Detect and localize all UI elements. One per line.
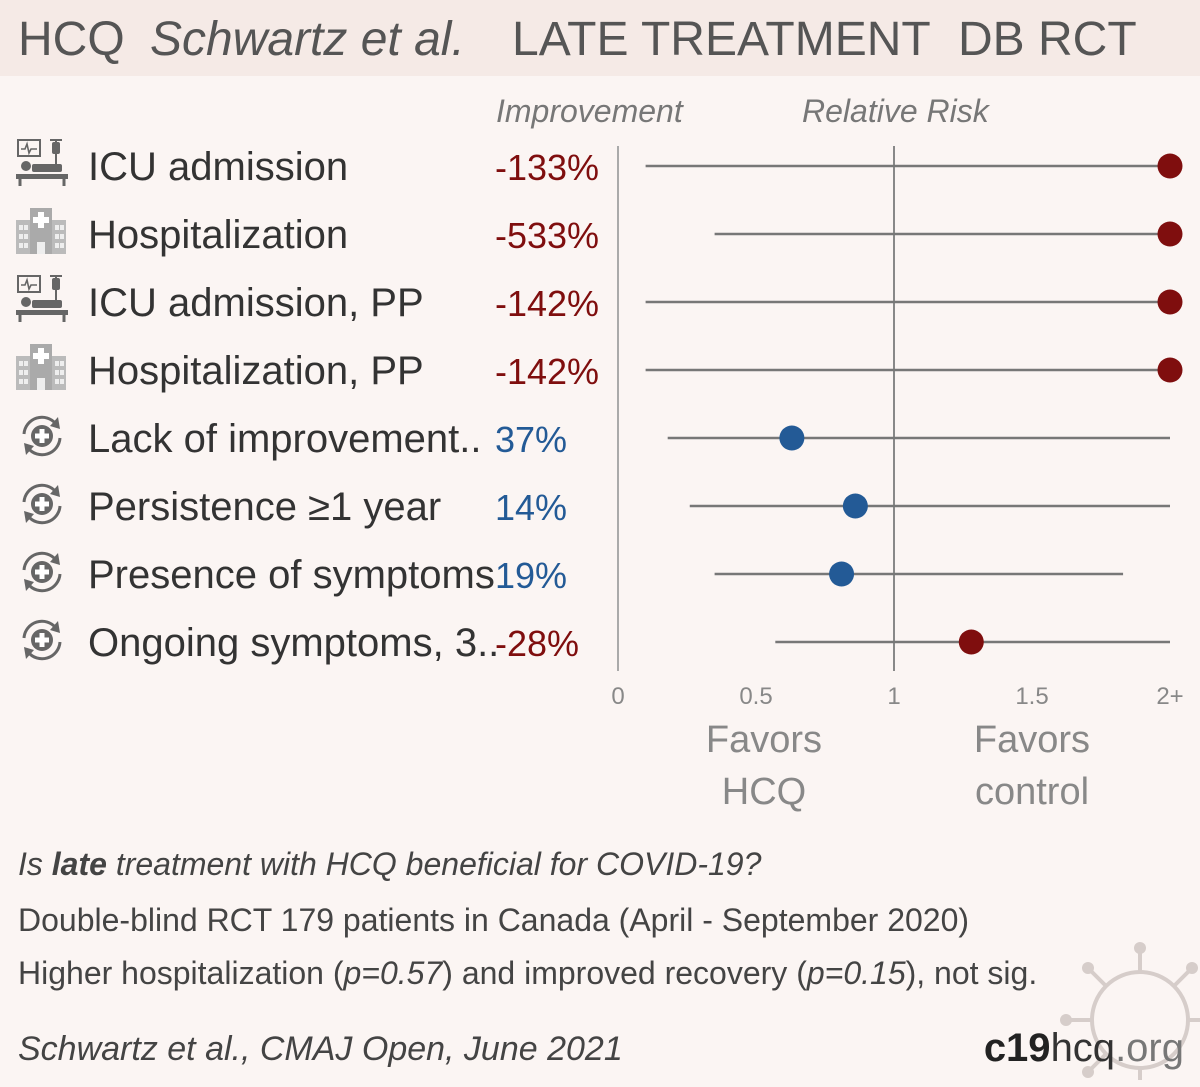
title-design: DB RCT [958, 13, 1137, 66]
point-estimate [829, 561, 855, 587]
icu-icon [14, 138, 70, 188]
forest-row: Presence of symptoms 19% [22, 551, 1124, 597]
result-line: Higher hospitalization (p=0.57) and impr… [18, 955, 1037, 992]
point-estimate [958, 629, 984, 655]
result-part-a: Higher hospitalization ( [18, 955, 344, 991]
hospital-icon [16, 208, 66, 254]
result-part-b: ) and improved recovery ( [442, 955, 807, 991]
point-estimate [779, 425, 805, 451]
recovery-icon [22, 483, 62, 525]
tick-label: 0.5 [739, 683, 772, 710]
favors-control-label: Favors [974, 719, 1090, 761]
point-estimate [1157, 153, 1183, 179]
improvement-value: -142% [495, 351, 599, 392]
tick-label: 1 [887, 683, 900, 710]
brand-tld: .org [1115, 1026, 1184, 1070]
point-estimate [842, 493, 868, 519]
row-label: Hospitalization [88, 213, 348, 257]
hospital-icon [16, 344, 66, 390]
brand-logo: c19hcq.org [984, 1026, 1184, 1071]
improvement-value: -133% [495, 147, 599, 188]
tick-label: 2+ [1156, 683, 1183, 710]
forest-row: Persistence ≥1 year 14% [22, 483, 1170, 529]
row-label: Persistence ≥1 year [88, 485, 441, 529]
result-p1: p=0.57 [343, 955, 443, 991]
row-label: Hospitalization, PP [88, 349, 424, 393]
recovery-icon [22, 415, 62, 457]
row-label: ICU admission [88, 145, 348, 189]
relative-risk-header: Relative Risk [802, 93, 991, 129]
improvement-value: -533% [495, 215, 599, 256]
forest-row: Hospitalization, PP -142% [16, 344, 1183, 393]
improvement-value: 19% [495, 555, 567, 596]
forest-row: ICU admission, PP -142% [14, 274, 1183, 325]
question-pre: Is [18, 846, 52, 882]
title-stage: LATE TREATMENT [512, 13, 931, 66]
row-label: ICU admission, PP [88, 281, 424, 325]
forest-row: Lack of improvement.. 37% [22, 415, 1170, 461]
improvement-value: -28% [495, 623, 579, 664]
question-emphasis: late [51, 846, 107, 882]
forest-row: ICU admission -133% [14, 138, 1183, 189]
result-p2: p=0.15 [806, 955, 906, 991]
improvement-value: 14% [495, 487, 567, 528]
icu-icon [14, 274, 70, 324]
forest-row: Hospitalization -533% [16, 208, 1183, 257]
virus-watermark-icon [1060, 942, 1200, 1080]
row-label: Presence of symptoms [88, 553, 495, 597]
title-drug: HCQ [18, 13, 125, 66]
point-estimate [1157, 289, 1183, 315]
forest-plot: Improvement Relative Risk ICU admission -… [14, 93, 1184, 813]
design-line: Double-blind RCT 179 patients in Canada … [18, 902, 970, 938]
improvement-value: 37% [495, 419, 567, 460]
question-post: treatment with HCQ beneficial for COVID-… [106, 846, 762, 882]
title-study: Schwartz et al. [150, 13, 465, 66]
recovery-icon [22, 551, 62, 593]
row-label: Lack of improvement.. [88, 417, 482, 461]
tick-label: 0 [611, 683, 624, 710]
result-part-c: ), not sig. [905, 955, 1038, 991]
point-estimate [1157, 221, 1183, 247]
row-label: Ongoing symptoms, 3.. [88, 621, 499, 665]
forest-row: Ongoing symptoms, 3..-28% [22, 619, 1170, 665]
favors-control-label: control [975, 771, 1089, 813]
brand-mid: hcq [1050, 1026, 1116, 1070]
point-estimate [1157, 357, 1183, 383]
recovery-icon [22, 619, 62, 661]
brand-bold: c19 [983, 1026, 1051, 1070]
tick-label: 1.5 [1015, 683, 1048, 710]
favors-hcq-label: Favors [706, 719, 822, 761]
title-bar: HCQ Schwartz et al. LATE TREATMENT DB RC… [0, 0, 1200, 76]
citation: Schwartz et al., CMAJ Open, June 2021 [18, 1030, 623, 1068]
improvement-value: -142% [495, 283, 599, 324]
question-line: Is late treatment with HCQ beneficial fo… [18, 846, 761, 883]
favors-hcq-label: HCQ [722, 771, 806, 813]
improvement-header: Improvement [496, 93, 684, 129]
